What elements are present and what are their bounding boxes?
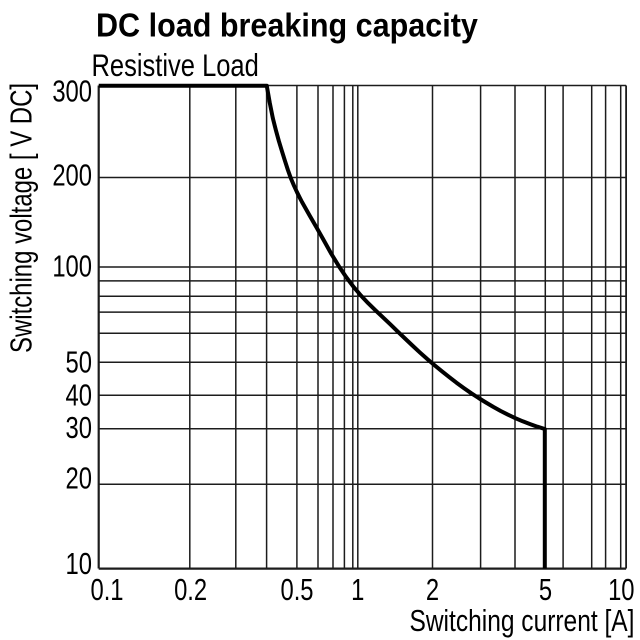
svg-text:40: 40 <box>66 378 92 413</box>
svg-text:0.2: 0.2 <box>174 572 207 607</box>
svg-text:10: 10 <box>608 572 634 607</box>
svg-text:50: 50 <box>66 345 92 380</box>
svg-text:Switching current [A]: Switching current [A] <box>409 603 634 637</box>
svg-text:0.5: 0.5 <box>280 572 313 607</box>
svg-text:Resistive Load: Resistive Load <box>92 48 259 83</box>
svg-text:200: 200 <box>52 158 92 193</box>
svg-text:2: 2 <box>426 572 439 607</box>
svg-text:10: 10 <box>66 546 92 581</box>
svg-text:DC load breaking capacity: DC load breaking capacity <box>96 6 478 44</box>
svg-text:1: 1 <box>351 572 364 607</box>
svg-text:20: 20 <box>66 461 92 496</box>
svg-text:100: 100 <box>52 249 92 284</box>
svg-text:Switching voltage [ V DC]: Switching voltage [ V DC] <box>4 83 38 353</box>
svg-text:5: 5 <box>539 572 552 607</box>
svg-text:300: 300 <box>52 74 92 109</box>
svg-text:30: 30 <box>66 410 92 445</box>
svg-text:0.1: 0.1 <box>90 572 123 607</box>
